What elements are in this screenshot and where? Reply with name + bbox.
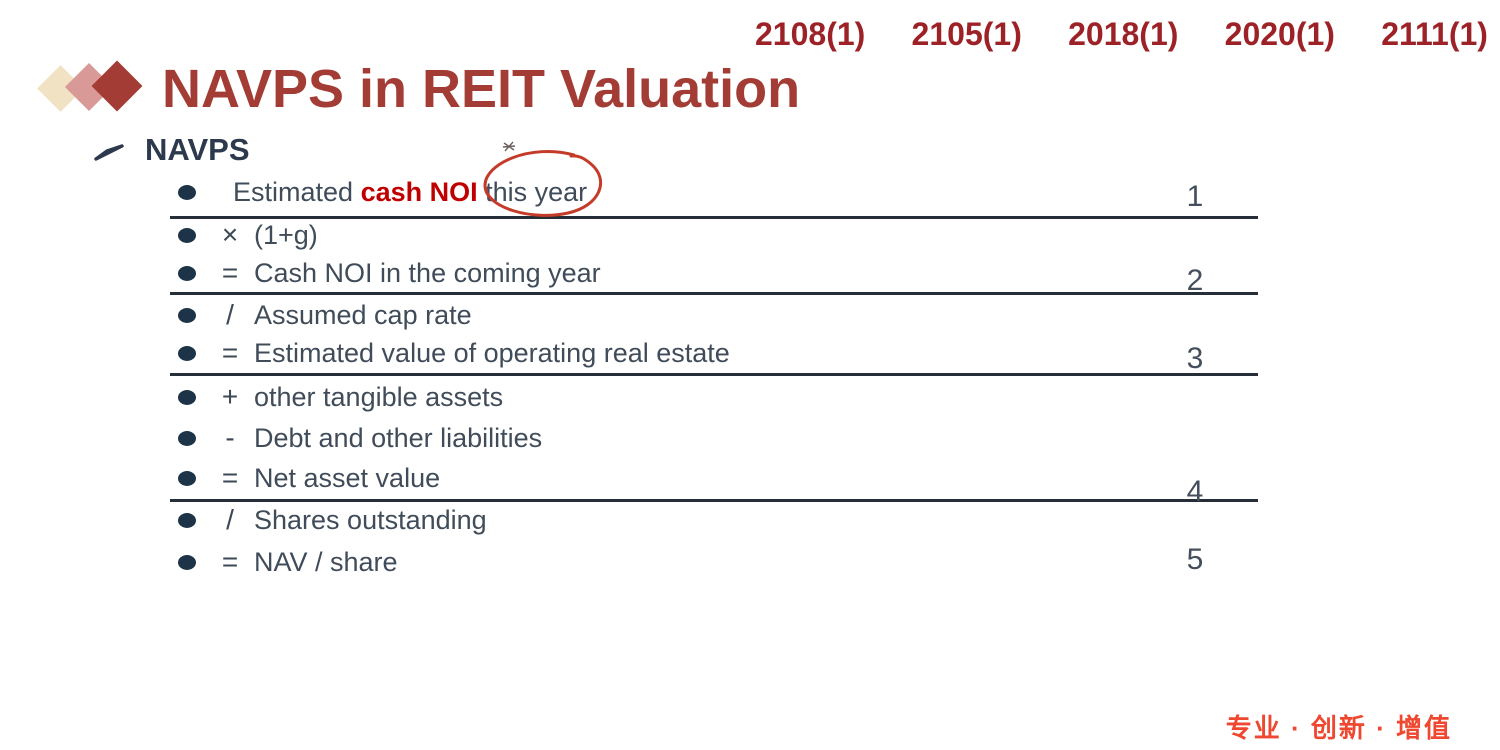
divider-line [170,373,1258,376]
operator-multiply: × [221,219,239,250]
formula-row: Estimated cash NOI this year [170,171,587,213]
operator-equals: = [221,462,239,493]
page-title: NAVPS in REIT Valuation [162,59,801,119]
bullet-icon [178,430,196,446]
section-header-navps: NAVPS [93,132,250,168]
operator-plus: + [221,381,239,412]
arrowhead-bullet-icon [94,144,124,161]
formula-text-prefix: Estimated [233,176,361,207]
formula-text-highlight: cash NOI [360,176,478,207]
formula-row: = Cash NOI in the coming year [170,252,601,294]
session-code: 2020(1) [1224,16,1335,52]
formula-row: / Assumed cap rate [170,294,472,336]
bullet-icon [178,184,196,200]
formula-row: - Debt and other liabilities [170,417,542,459]
session-code: 2111(1) [1381,16,1488,52]
pen-cursor-icon [502,141,516,152]
formula-text: Debt and other liabilities [254,422,543,453]
bullet-icon [178,307,196,323]
bullet-icon [178,512,196,528]
formula-row: = Net asset value [170,457,440,499]
session-code: 2105(1) [911,16,1022,52]
formula-row: = Estimated value of operating real esta… [170,332,730,374]
bullet-icon [178,389,196,405]
formula-text: other tangible assets [254,381,504,412]
formula-row: × (1+g) [170,214,318,256]
diamond-logo-red [91,60,143,112]
formula-row: + other tangible assets [170,376,503,418]
session-code: 2018(1) [1068,16,1179,52]
section-header-label: NAVPS [145,132,250,167]
formula-text: Estimated cash NOI this year [233,177,587,208]
formula-text-suffix: this year [477,176,588,207]
formula-text: (1+g) [254,219,318,250]
bullet-icon [178,345,196,361]
session-code: 2108(1) [755,16,866,52]
formula-row: = NAV / share [170,541,398,583]
step-number: 4 [1186,475,1204,508]
bullet-icon [178,470,196,486]
operator-equals: = [221,257,239,288]
formula-text: NAV / share [254,546,398,577]
operator-equals: = [221,337,239,368]
formula-text: Estimated value of operating real estate [254,337,730,368]
operator-divide: / [226,299,234,330]
divider-line [170,499,1258,502]
divider-line [170,292,1258,295]
formula-text: Cash NOI in the coming year [254,257,601,288]
formula-text: Net asset value [254,462,441,493]
bullet-icon [178,265,196,281]
bullet-icon [178,554,196,570]
bullet-icon [178,227,196,243]
operator-minus: - [225,422,235,453]
formula-text: Shares outstanding [254,504,487,535]
step-number: 1 [1186,180,1204,213]
divider-line [170,216,1258,219]
formula-text: Assumed cap rate [254,299,472,330]
operator-equals: = [221,546,239,577]
formula-row: / Shares outstanding [170,499,487,541]
operator-divide: / [226,504,234,535]
footer-slogan: 专业 · 创新 · 增值 [1225,713,1452,743]
step-number: 3 [1186,342,1204,375]
step-number: 2 [1186,264,1204,297]
step-number: 5 [1186,543,1204,576]
session-codes: 2108(1) 2105(1) 2018(1) 2020(1) 2111(1) [755,16,1488,53]
